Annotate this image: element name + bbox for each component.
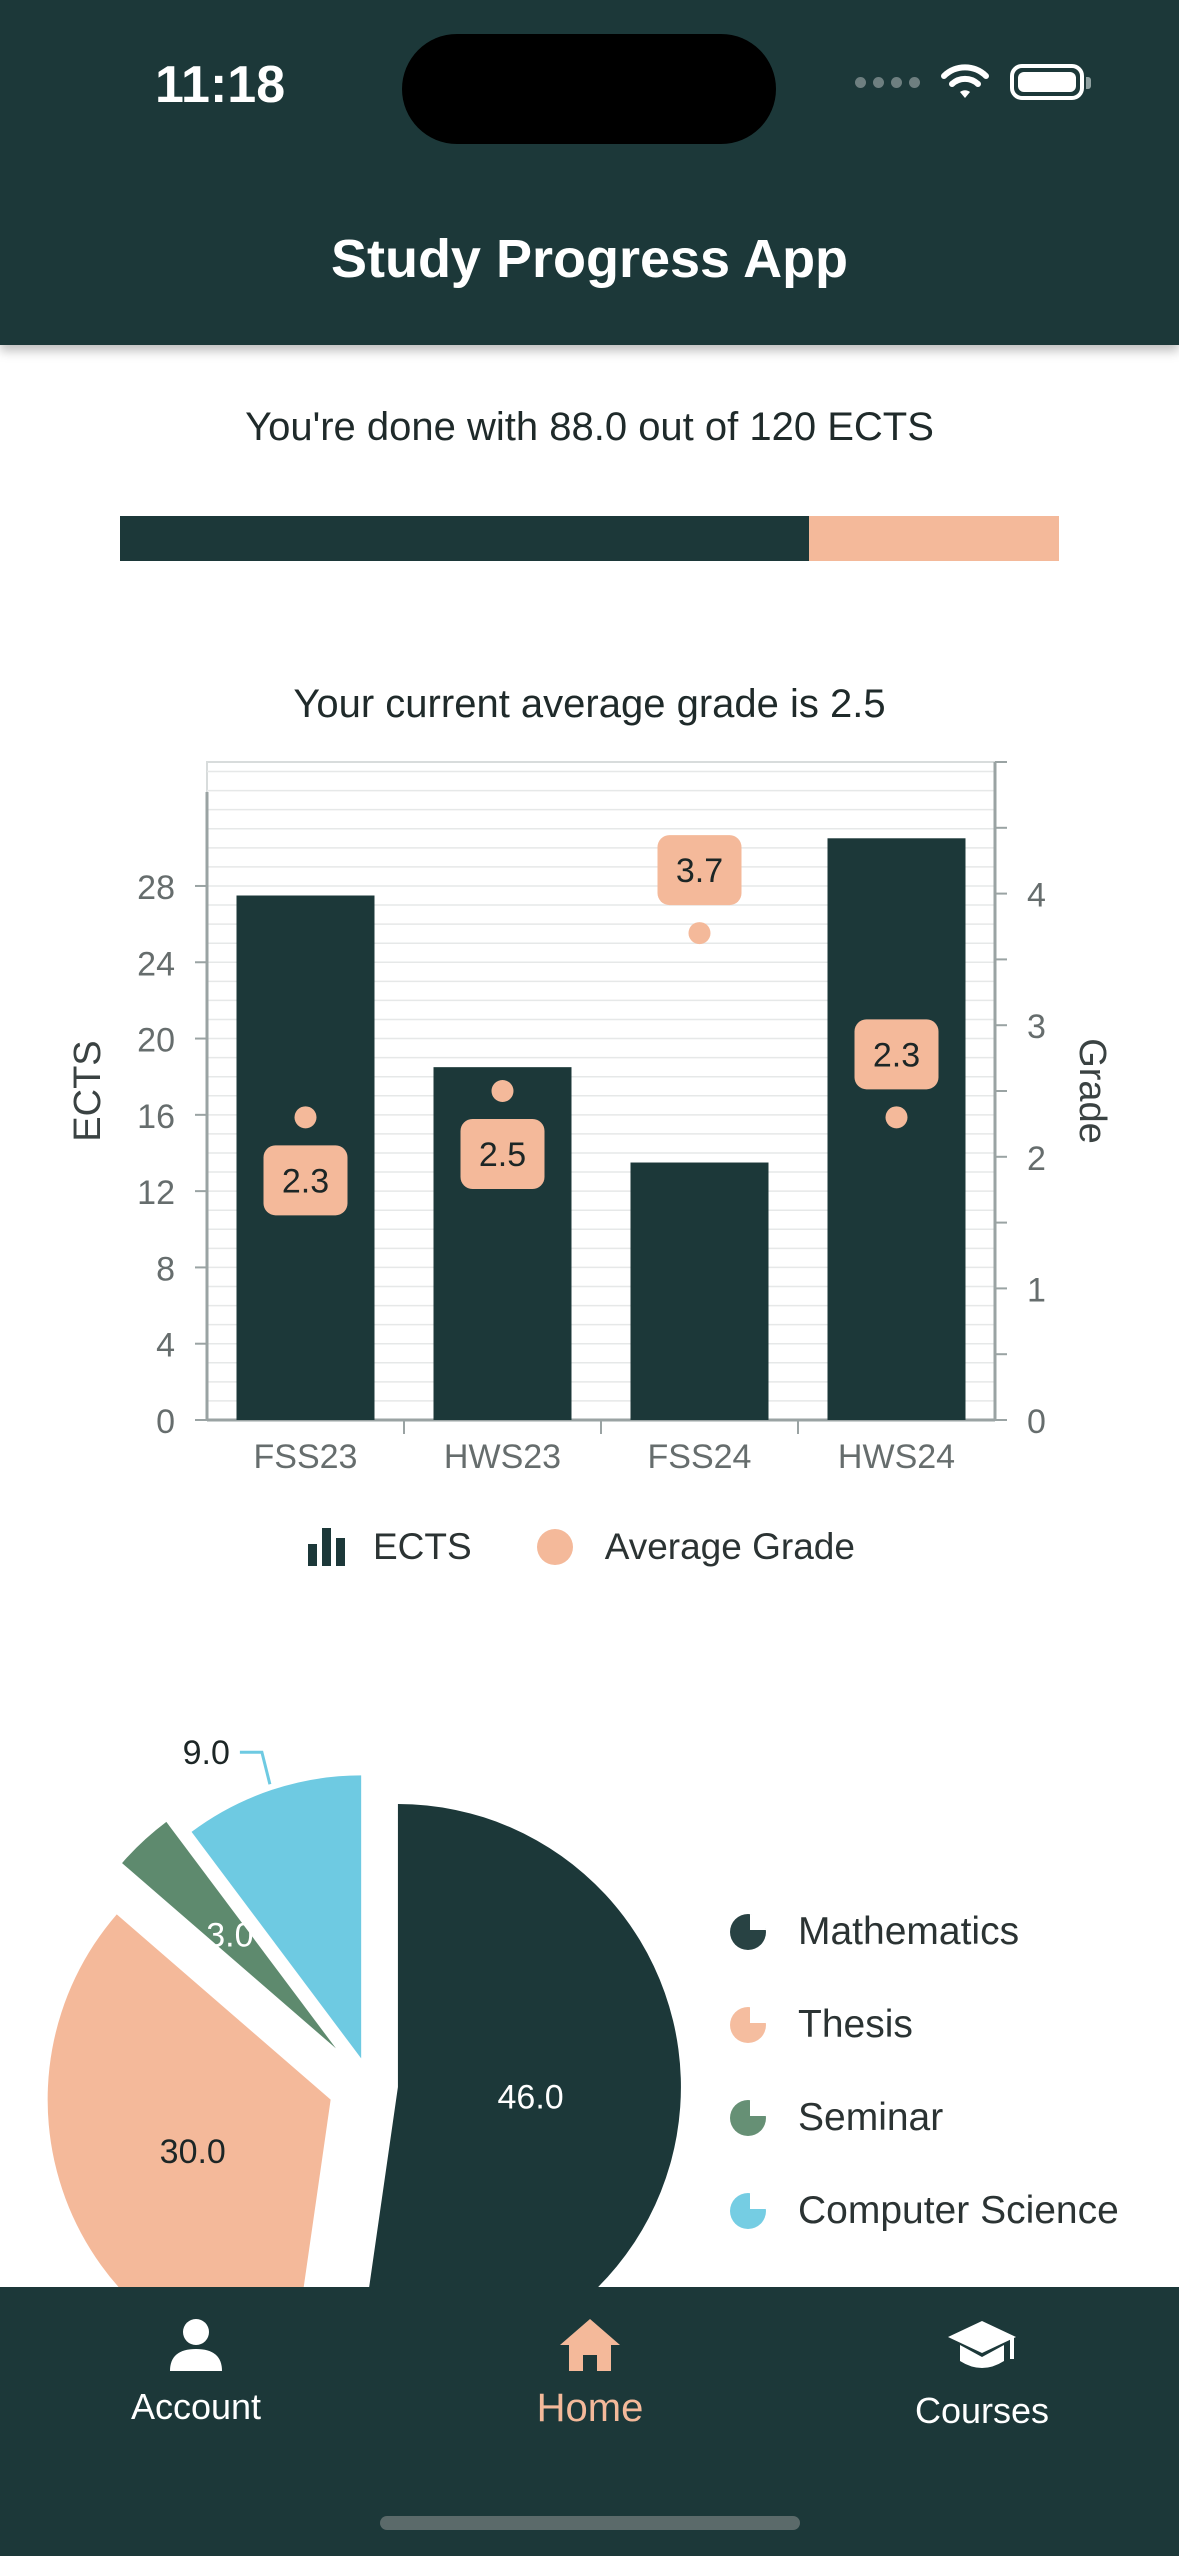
nav-home[interactable]: Home	[440, 2317, 740, 2431]
grade-data-label: 2.3	[282, 1162, 329, 1200]
legend-item-average-grade: Average Grade	[472, 1526, 855, 1568]
y-tick-label-left: 0	[156, 1403, 175, 1441]
y-tick-label-left: 24	[137, 945, 175, 983]
ects-progress-bar	[120, 516, 1059, 561]
average-grade-text: Your current average grade is 2.5	[293, 682, 886, 726]
wifi-icon	[941, 64, 989, 98]
nav-courses-label: Courses	[914, 2390, 1050, 2431]
cellular-signal-icon	[855, 76, 920, 88]
pie-slice-icon	[730, 1913, 766, 1950]
grade-point	[294, 1106, 317, 1129]
pie-slice-label: 46.0	[498, 2078, 564, 2116]
pie-slice	[122, 1821, 336, 2049]
y-tick-label-right: 1	[1027, 1271, 1046, 1309]
pie-icon-wedge	[750, 1913, 766, 1930]
app-title: Study Progress App	[330, 229, 849, 289]
legend-label-average-grade: Average Grade	[604, 1526, 855, 1567]
pie-legend-item-mathematics: Mathematics	[728, 1885, 1119, 1978]
ects-by-category-pie: 46.0 30.0 3.0 9.0	[47, 1740, 681, 2287]
graduation-cap-icon	[948, 2321, 1016, 2368]
grade-point	[885, 1106, 908, 1129]
pie-slice-label: 3.0	[206, 1916, 253, 1954]
dot-icon	[536, 1529, 573, 1565]
legend-label-ects: ECTS	[373, 1526, 472, 1567]
x-tick-label: FSS24	[648, 1438, 752, 1470]
bar-chart-icon	[308, 1528, 345, 1566]
chart-legend: ECTS Average Grade	[308, 1526, 855, 1568]
y-tick-label-right: 4	[1027, 877, 1046, 915]
y-tick-label-left: 20	[137, 1022, 175, 1060]
y-axis-label-right: Grade	[1071, 1038, 1113, 1144]
pie-slice-icon	[730, 2006, 766, 2043]
pie-icon-wedge	[750, 2099, 766, 2116]
pie-label-leader	[239, 1750, 272, 1785]
pie-slice-icon	[730, 2099, 766, 2136]
pie-icon-wedge	[750, 2192, 766, 2209]
ects-bar	[630, 1162, 769, 1420]
dynamic-island	[402, 34, 776, 144]
pie-legend-item-thesis: Thesis	[728, 1978, 1119, 2071]
pie-legend-label: Mathematics	[798, 1909, 1020, 1953]
home-icon	[560, 2319, 620, 2371]
nav-home-label: Home	[536, 2386, 644, 2430]
ects-progress-text: You're done with 88.0 out of 120 ECTS	[245, 405, 934, 449]
x-tick-label: FSS23	[254, 1438, 358, 1470]
pie-legend-label: Thesis	[798, 2002, 913, 2046]
pie-legend-item-computer-science: Computer Science	[728, 2164, 1119, 2257]
pie-slice	[47, 1914, 331, 2287]
bottom-navigation: Account Home Courses	[0, 2287, 1179, 2556]
grade-data-label: 2.5	[479, 1136, 526, 1174]
y-tick-label-right: 2	[1027, 1140, 1046, 1178]
y-tick-label-left: 28	[137, 869, 175, 907]
grade-label-box	[460, 1119, 545, 1189]
x-tick-label: HWS24	[838, 1438, 955, 1470]
status-icons	[855, 62, 1091, 102]
y-tick-label-left: 16	[137, 1098, 175, 1136]
ects-progress-fill	[120, 516, 809, 561]
home-indicator	[380, 2516, 800, 2530]
y-tick-label-right: 0	[1027, 1403, 1046, 1441]
grade-label-box	[854, 1019, 939, 1090]
pie-icon-wedge	[750, 2006, 766, 2023]
grade-point	[688, 922, 711, 945]
y-tick-label-left: 4	[156, 1327, 175, 1365]
ects-bar	[827, 838, 966, 1420]
pie-legend-label: Computer Science	[798, 2188, 1119, 2232]
nav-account-label: Account	[130, 2386, 262, 2427]
pie-slice	[191, 1775, 362, 2059]
pie-slice-label: 9.0	[183, 1740, 230, 1772]
x-tick-label: HWS23	[444, 1438, 561, 1470]
nav-account[interactable]: Account	[46, 2317, 346, 2428]
y-tick-label-right: 3	[1027, 1008, 1046, 1046]
y-tick-label-left: 12	[137, 1174, 175, 1212]
grade-data-label: 2.3	[873, 1036, 920, 1074]
pie-slice-label: 30.0	[160, 2133, 226, 2171]
grade-label-box	[263, 1145, 348, 1216]
legend-item-ects: ECTS	[308, 1526, 472, 1568]
battery-icon	[1010, 64, 1091, 100]
grade-data-label: 3.7	[676, 852, 723, 890]
pie-legend-label: Seminar	[798, 2095, 944, 2139]
grade-point	[491, 1080, 514, 1102]
pie-slice	[369, 1803, 681, 2287]
app-header: 11:18 Study Progress App	[0, 0, 1179, 345]
grade-label-box	[657, 835, 742, 906]
person-icon	[170, 2319, 222, 2371]
pie-slice-icon	[730, 2192, 766, 2229]
nav-courses[interactable]: Courses	[832, 2317, 1132, 2432]
pie-legend-item-seminar: Seminar	[728, 2071, 1119, 2164]
pie-legend: Mathematics Thesis Seminar Computer Scie…	[728, 1885, 1119, 2257]
y-tick-label-left: 8	[156, 1250, 175, 1288]
y-axis-label-left: ECTS	[67, 1040, 109, 1141]
status-time: 11:18	[155, 56, 286, 114]
